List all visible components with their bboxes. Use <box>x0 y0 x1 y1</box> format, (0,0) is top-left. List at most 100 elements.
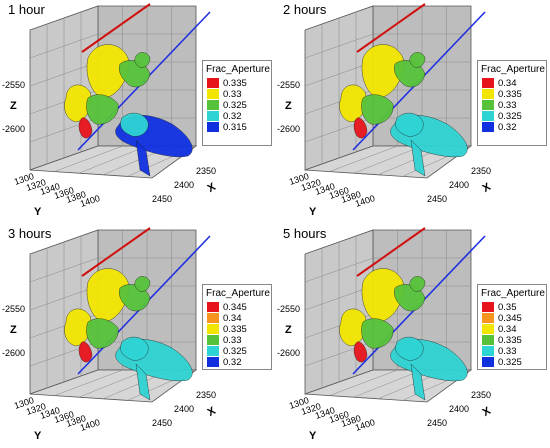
legend-swatch <box>207 122 219 132</box>
legend-swatch <box>482 122 494 132</box>
legend-entry: 0.33 <box>207 88 242 100</box>
legend-value: 0.345 <box>498 312 522 324</box>
legend-value: 0.325 <box>498 356 522 368</box>
legend-title: Frac_Aperture <box>206 288 270 299</box>
y-axis-label: Y <box>309 206 317 218</box>
panel-1-hour: 1 hour Frac_Aperture 0.335 0.33 0.325 0.32 0.3… <box>0 0 275 224</box>
fracture-knob <box>409 52 426 68</box>
legend-value: 0.32 <box>498 121 517 133</box>
fracture-lower-mid <box>86 94 119 125</box>
legend-swatch <box>482 78 494 88</box>
legend-entry: 0.335 <box>207 323 247 335</box>
legend-entry: 0.325 <box>207 99 247 111</box>
legend-title: Frac_Aperture <box>481 288 545 299</box>
fracture-upper-lobe <box>361 44 404 99</box>
legend-entry: 0.325 <box>482 110 522 122</box>
legend: Frac_Aperture 0.335 0.33 0.325 0.32 0.315 <box>202 60 272 146</box>
fracture-lower-mid <box>86 318 119 349</box>
fracture-upper-lobe <box>361 268 404 323</box>
legend-swatch <box>207 78 219 88</box>
z-tick: -2600 <box>2 124 26 134</box>
fracture-knob <box>409 276 426 292</box>
legend-value: 0.33 <box>223 88 242 100</box>
legend-entry: 0.325 <box>482 356 522 368</box>
fracture-hotspot <box>78 117 93 139</box>
legend-value: 0.32 <box>223 356 242 368</box>
legend-swatch <box>207 313 219 323</box>
fracture-disc-inner <box>120 112 149 137</box>
fracture-disc-inner <box>395 336 424 361</box>
legend-swatch <box>482 302 494 312</box>
legend-value: 0.315 <box>223 121 247 133</box>
legend-value: 0.335 <box>223 323 247 335</box>
y-axis-label: Y <box>34 430 42 442</box>
legend-entry: 0.33 <box>482 99 517 111</box>
fracture-lower-tail <box>410 363 426 401</box>
legend-value: 0.325 <box>223 99 247 111</box>
panel-5-hours: 5 hours Frac_Aperture 0.35 0.345 0.34 0.335 0.… <box>275 224 550 448</box>
legend-swatch <box>207 100 219 110</box>
fracture-lower-mid <box>361 94 394 125</box>
fracture-hotspot <box>353 117 368 139</box>
fracture-disc-inner <box>120 336 149 361</box>
legend-swatch <box>482 111 494 121</box>
injection-well-red <box>81 227 151 277</box>
legend-entry: 0.345 <box>207 301 247 313</box>
legend-title: Frac_Aperture <box>206 64 270 75</box>
legend-swatch <box>482 324 494 334</box>
legend-entry: 0.35 <box>482 301 517 313</box>
fracture-hotspot <box>78 341 93 363</box>
legend-value: 0.345 <box>223 301 247 313</box>
z-tick: -2550 <box>277 80 301 90</box>
legend-swatch <box>207 324 219 334</box>
z-tick: -2600 <box>277 124 301 134</box>
legend-entry: 0.32 <box>207 110 242 122</box>
legend-swatch <box>482 313 494 323</box>
legend-swatch <box>207 302 219 312</box>
legend-value: 0.34 <box>498 77 517 89</box>
legend: Frac_Aperture 0.345 0.34 0.335 0.33 0.325 0.32 <box>202 284 272 370</box>
scene-svg <box>304 227 486 403</box>
legend-entry: 0.34 <box>207 312 242 324</box>
legend: Frac_Aperture 0.34 0.335 0.33 0.325 0.32 <box>477 60 547 146</box>
injection-well-red <box>81 3 151 53</box>
legend-entry: 0.33 <box>482 345 517 357</box>
fracture-lower-tail <box>135 363 151 401</box>
z-axis-label: Z <box>10 100 17 112</box>
legend-value: 0.33 <box>223 334 242 346</box>
injection-well-red <box>356 227 426 277</box>
legend-value: 0.32 <box>223 110 242 122</box>
legend-entry: 0.335 <box>482 88 522 100</box>
legend-value: 0.34 <box>223 312 242 324</box>
x-tick: 2450 <box>427 418 448 428</box>
fracture-upper-lobe <box>86 44 129 99</box>
legend-value: 0.335 <box>223 77 247 89</box>
fracture-hotspot <box>353 341 368 363</box>
x-tick: 2450 <box>152 418 173 428</box>
fracture-lower-tail <box>410 139 426 177</box>
legend-swatch <box>207 335 219 345</box>
fracture-lower-tail <box>135 139 151 177</box>
legend-entry: 0.335 <box>482 334 522 346</box>
legend-swatch <box>482 346 494 356</box>
x-tick: 2400 <box>449 404 470 414</box>
legend-swatch <box>207 346 219 356</box>
z-tick: -2550 <box>2 304 26 314</box>
legend-value: 0.335 <box>498 334 522 346</box>
panel-3-hours: 3 hours Frac_Aperture 0.345 0.34 0.335 0.33 0.… <box>0 224 275 448</box>
panel-title: 3 hours <box>8 226 52 241</box>
fracture-knob <box>134 52 151 68</box>
injection-well-red <box>356 3 426 53</box>
legend-swatch <box>207 89 219 99</box>
y-axis-label: Y <box>34 206 42 218</box>
legend-swatch <box>482 335 494 345</box>
legend-entry: 0.32 <box>207 356 242 368</box>
z-axis-label: Z <box>10 324 17 336</box>
legend-swatch <box>482 89 494 99</box>
legend: Frac_Aperture 0.35 0.345 0.34 0.335 0.33 0.325 <box>477 284 547 370</box>
x-tick: 2350 <box>471 390 492 400</box>
x-tick: 2350 <box>196 390 217 400</box>
legend-entry: 0.34 <box>482 323 517 335</box>
fracture-upper-lobe <box>86 268 129 323</box>
legend-entry: 0.34 <box>482 77 517 89</box>
